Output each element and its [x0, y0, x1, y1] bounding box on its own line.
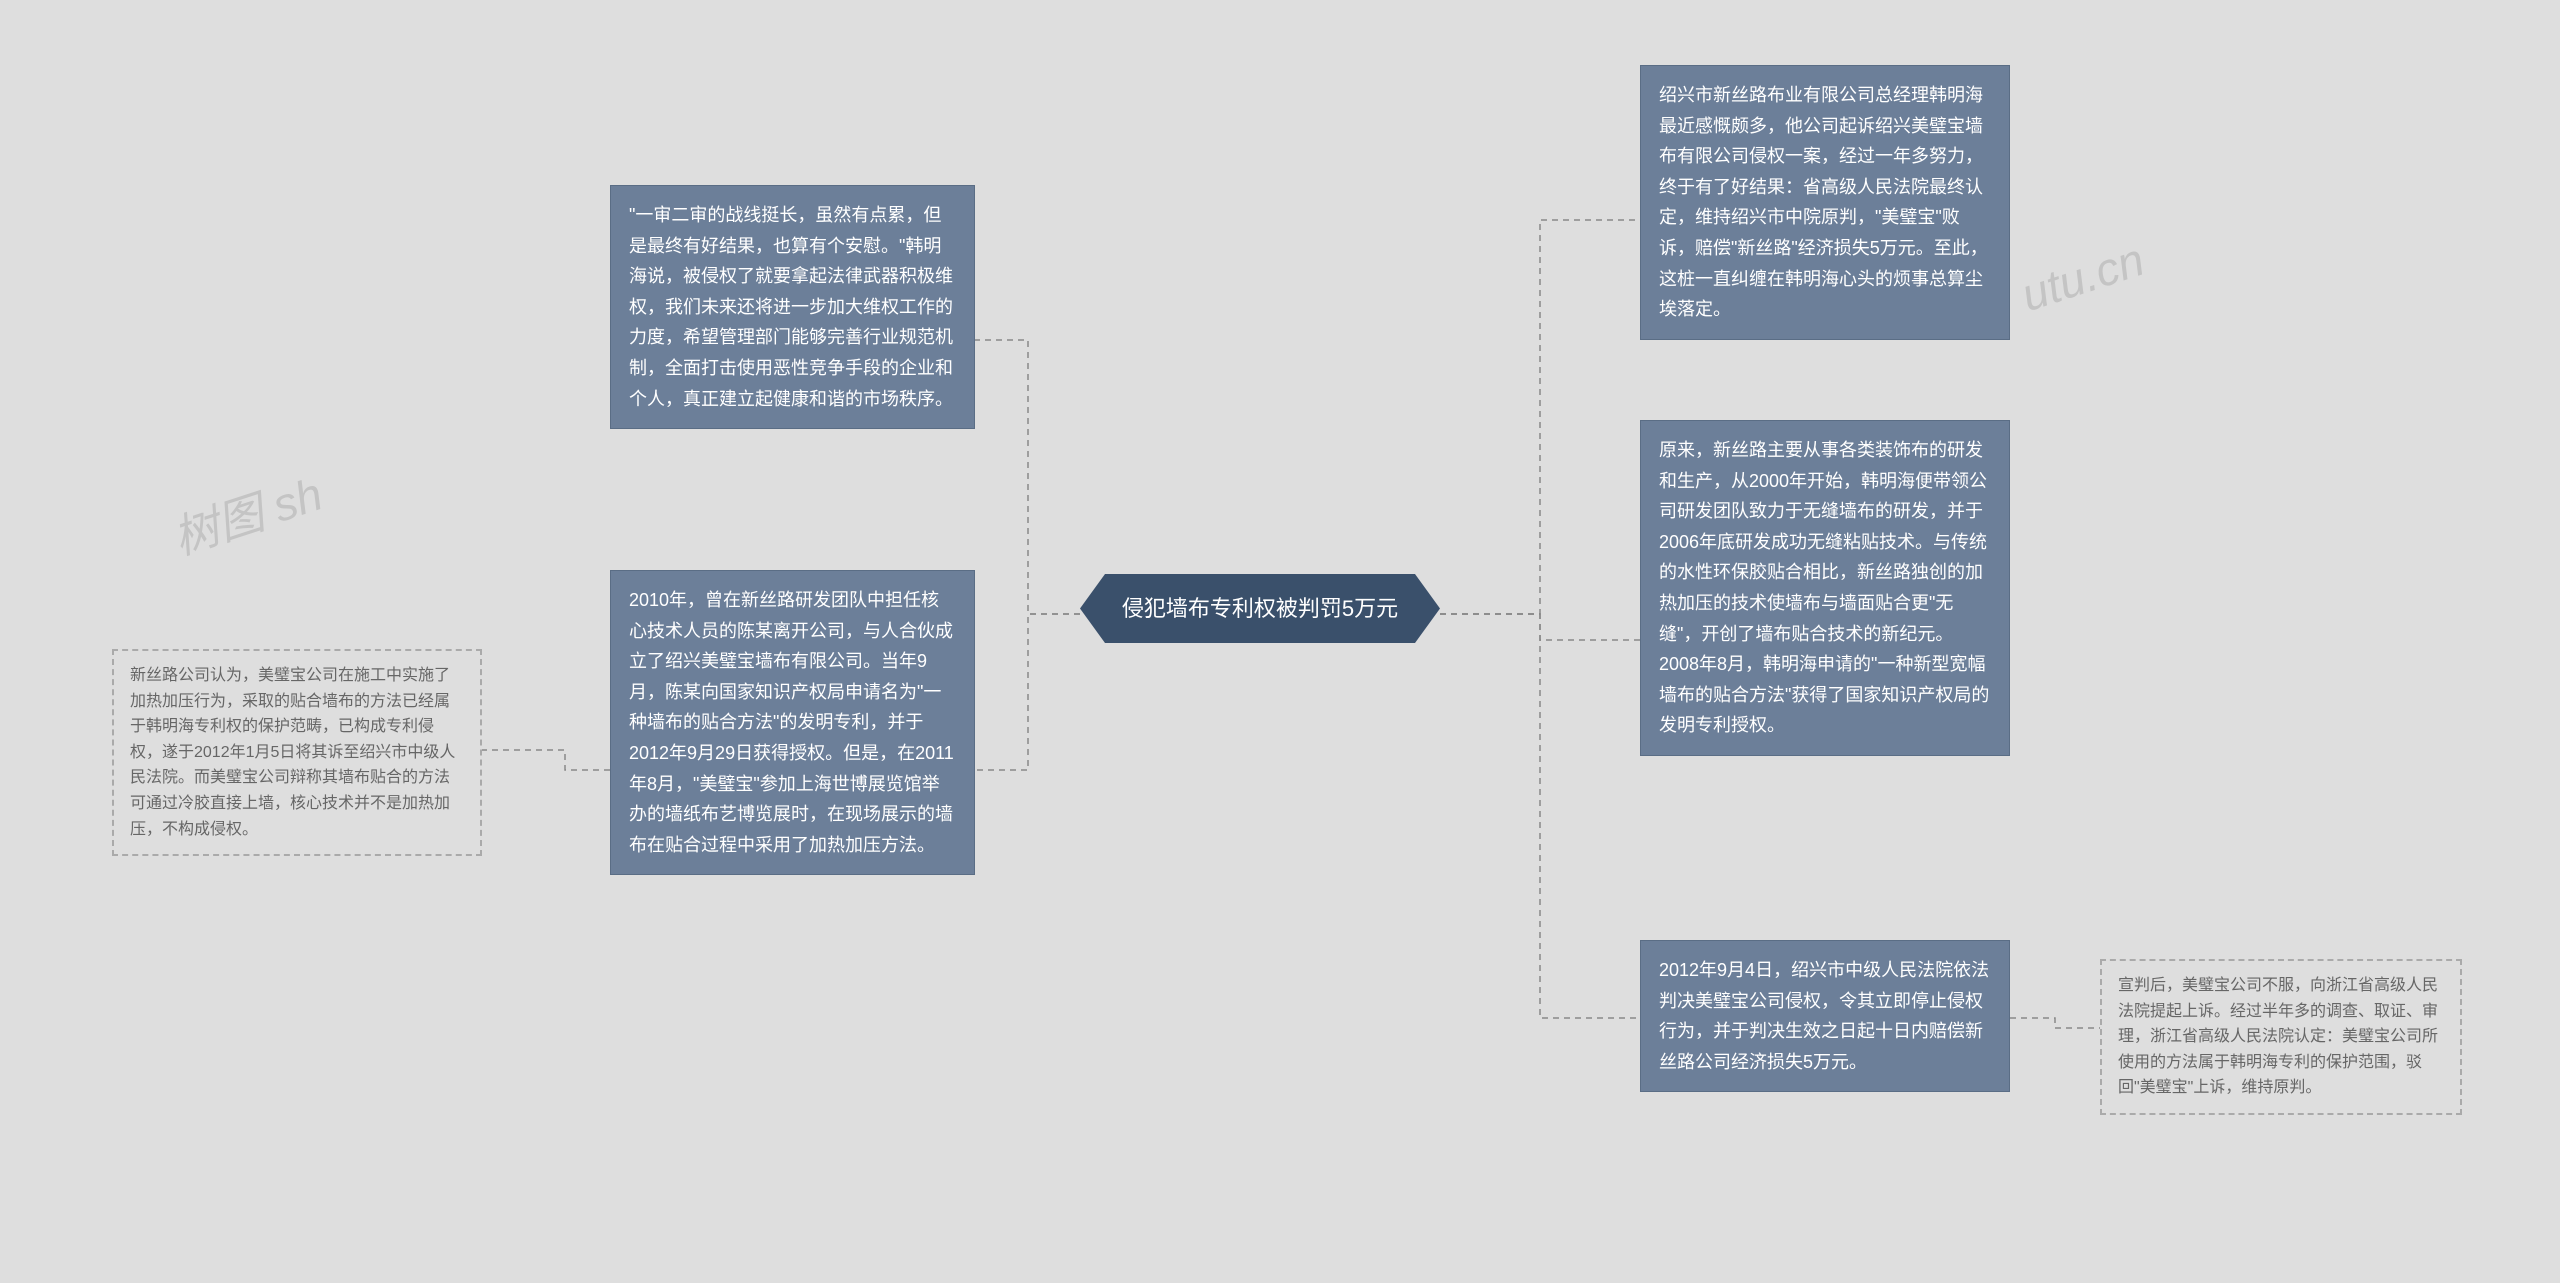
connector-0 — [975, 340, 1080, 614]
left-branch-1: 2010年，曾在新丝路研发团队中担任核心技术人员的陈某离开公司，与人合伙成立了绍… — [610, 570, 975, 875]
left-leaf-0: 新丝路公司认为，美璧宝公司在施工中实施了加热加压行为，采取的贴合墙布的方法已经属… — [112, 649, 482, 856]
center-topic: 侵犯墙布专利权被判罚5万元 — [1080, 574, 1440, 643]
watermark-left: 树图 sh — [164, 458, 330, 568]
center-topic-label: 侵犯墙布专利权被判罚5万元 — [1122, 596, 1398, 621]
right-branch-2: 2012年9月4日，绍兴市中级人民法院依法判决美璧宝公司侵权，令其立即停止侵权行… — [1640, 940, 2010, 1092]
connector-3 — [1440, 220, 1640, 614]
left-branch-0: "一审二审的战线挺长，虽然有点累，但是最终有好结果，也算有个安慰。"韩明海说，被… — [610, 185, 975, 429]
connector-2 — [482, 750, 610, 770]
connector-1 — [975, 614, 1080, 770]
right-leaf-0: 宣判后，美璧宝公司不服，向浙江省高级人民法院提起上诉。经过半年多的调查、取证、审… — [2100, 959, 2462, 1115]
connector-6 — [2010, 1018, 2100, 1028]
watermark-right: utu.cn — [2015, 232, 2151, 322]
connector-4 — [1440, 614, 1640, 640]
right-branch-0: 绍兴市新丝路布业有限公司总经理韩明海最近感慨颇多，他公司起诉绍兴美璧宝墙布有限公… — [1640, 65, 2010, 340]
connector-5 — [1440, 614, 1640, 1018]
right-branch-1: 原来，新丝路主要从事各类装饰布的研发和生产，从2000年开始，韩明海便带领公司研… — [1640, 420, 2010, 756]
